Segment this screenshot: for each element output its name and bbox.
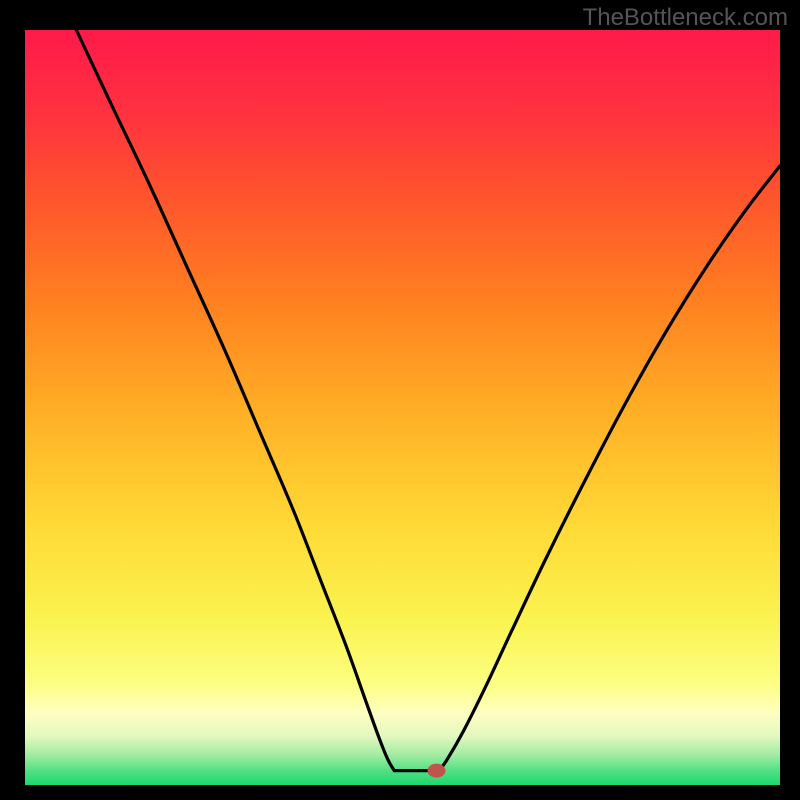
plot-area [25, 30, 780, 785]
chart-svg [25, 30, 780, 785]
gradient-background [25, 30, 780, 785]
watermark-text: TheBottleneck.com [583, 4, 788, 32]
optimal-point-marker [427, 764, 445, 778]
